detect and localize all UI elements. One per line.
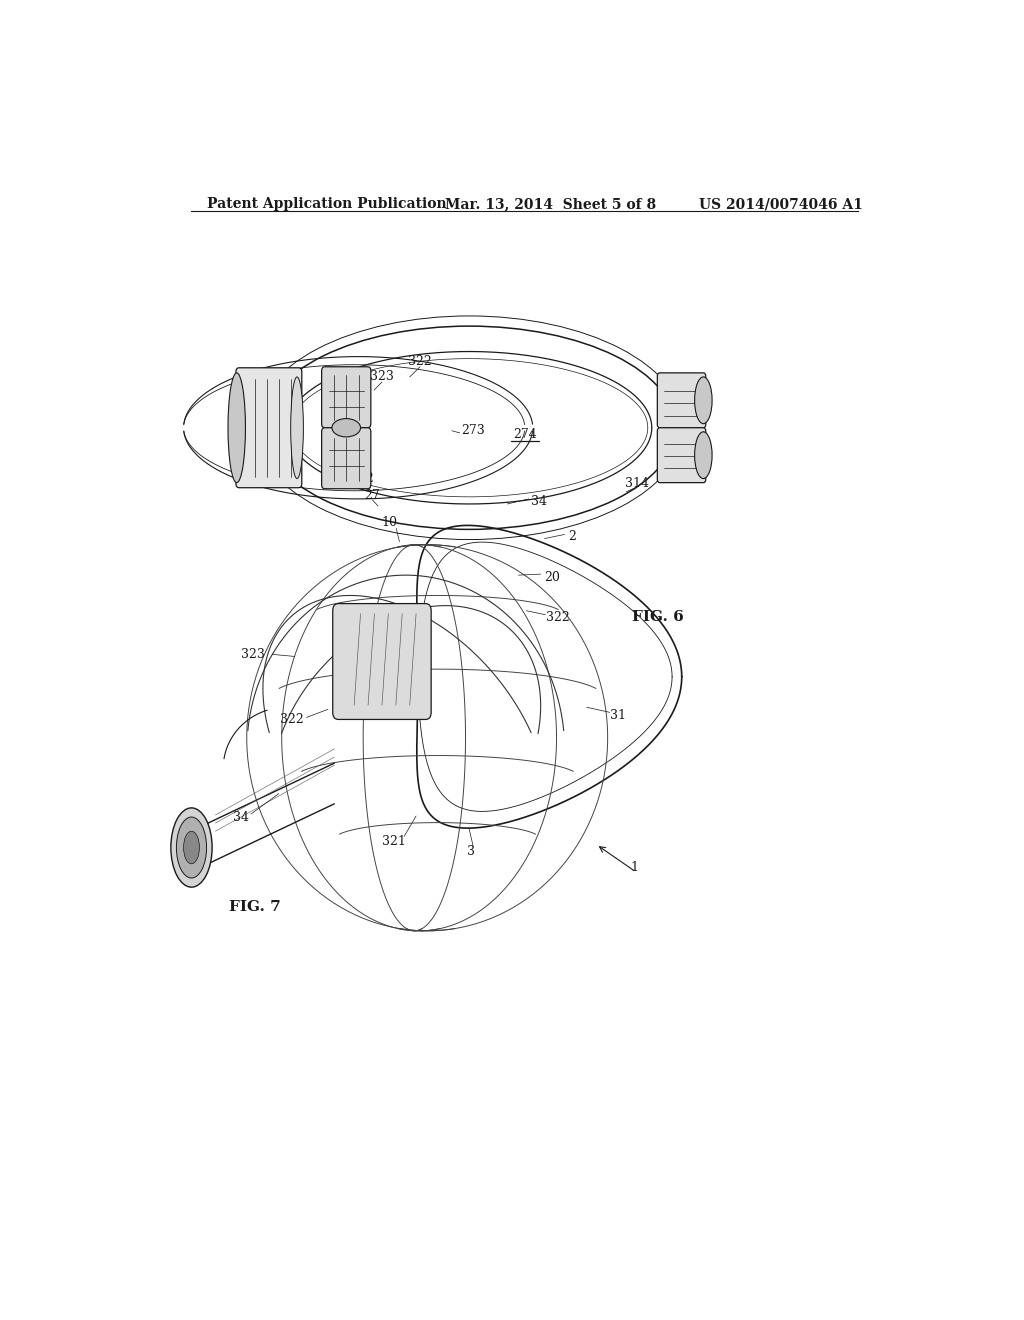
Ellipse shape [176, 817, 207, 878]
Ellipse shape [332, 418, 360, 437]
Ellipse shape [183, 832, 200, 863]
Text: Mar. 13, 2014  Sheet 5 of 8: Mar. 13, 2014 Sheet 5 of 8 [445, 197, 656, 211]
Text: 273: 273 [462, 424, 485, 437]
Text: 322: 322 [281, 713, 304, 726]
Text: 314: 314 [626, 477, 649, 490]
Text: 3: 3 [467, 845, 475, 858]
FancyBboxPatch shape [657, 372, 706, 428]
Text: 322: 322 [546, 611, 570, 624]
Text: 321: 321 [382, 836, 406, 847]
Text: 2: 2 [568, 531, 577, 543]
Text: 322: 322 [350, 473, 374, 484]
Text: 322: 322 [409, 355, 432, 368]
Ellipse shape [171, 808, 212, 887]
Text: 10: 10 [382, 516, 398, 529]
Text: 323: 323 [337, 457, 360, 470]
Text: 323: 323 [370, 371, 394, 383]
FancyBboxPatch shape [236, 368, 302, 487]
Text: FIG. 7: FIG. 7 [228, 900, 281, 915]
FancyBboxPatch shape [322, 367, 371, 428]
FancyBboxPatch shape [333, 603, 431, 719]
Text: US 2014/0074046 A1: US 2014/0074046 A1 [699, 197, 863, 211]
Text: 274: 274 [513, 429, 537, 441]
Text: Patent Application Publication: Patent Application Publication [207, 197, 447, 211]
Text: 34: 34 [232, 810, 249, 824]
FancyBboxPatch shape [657, 428, 706, 483]
Text: FIG. 6: FIG. 6 [632, 610, 684, 623]
Ellipse shape [694, 378, 712, 424]
Text: 10: 10 [238, 393, 254, 405]
Ellipse shape [228, 372, 246, 483]
Ellipse shape [291, 378, 303, 479]
Text: 27: 27 [365, 490, 380, 503]
Ellipse shape [694, 432, 712, 479]
Text: 1: 1 [631, 862, 638, 874]
Text: 31: 31 [610, 709, 627, 722]
Text: 20: 20 [545, 570, 560, 583]
Text: 34: 34 [531, 495, 547, 508]
FancyBboxPatch shape [322, 428, 371, 488]
Text: 323: 323 [242, 648, 265, 661]
